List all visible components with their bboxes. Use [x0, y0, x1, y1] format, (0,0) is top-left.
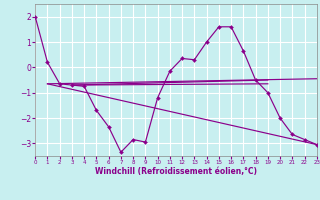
X-axis label: Windchill (Refroidissement éolien,°C): Windchill (Refroidissement éolien,°C) — [95, 167, 257, 176]
